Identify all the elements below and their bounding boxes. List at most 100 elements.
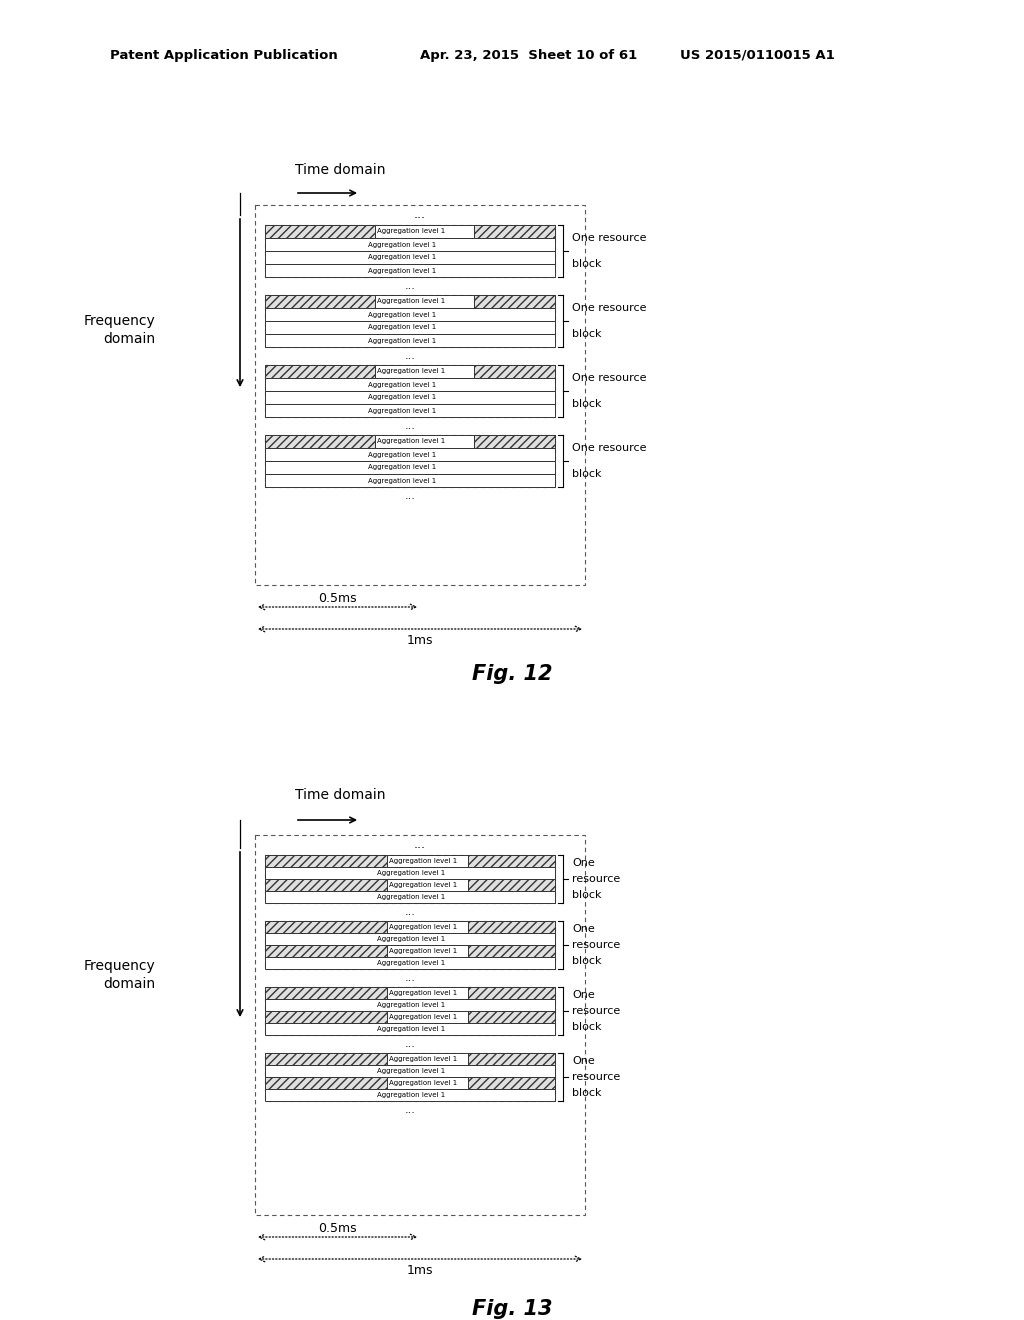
Bar [265,436,375,447]
Text: Apr. 23, 2015  Sheet 10 of 61: Apr. 23, 2015 Sheet 10 of 61 [420,49,637,62]
Bar [255,205,585,585]
Text: Frequency
domain: Frequency domain [83,958,155,991]
Bar [265,447,555,461]
Bar [265,264,555,277]
Text: Aggregation level 1: Aggregation level 1 [369,381,437,388]
Text: 0.5ms: 0.5ms [318,1221,356,1234]
Bar [265,366,375,378]
Bar [468,1053,555,1065]
Bar [468,1011,555,1023]
Text: Time domain: Time domain [295,788,385,803]
Text: Aggregation level 1: Aggregation level 1 [389,948,457,954]
Bar [265,334,555,347]
Text: One: One [572,858,595,869]
Bar [265,224,555,277]
Bar [265,436,555,487]
Bar [265,1053,387,1065]
Text: US 2015/0110015 A1: US 2015/0110015 A1 [680,49,835,62]
Bar [265,921,387,933]
Text: Aggregation level 1: Aggregation level 1 [369,312,437,318]
Text: One resource: One resource [572,444,646,453]
Bar [387,1011,468,1023]
Bar [468,921,555,933]
Text: One: One [572,924,595,935]
Text: block: block [572,469,601,479]
Text: ...: ... [404,281,416,290]
Text: Aggregation level 1: Aggregation level 1 [389,924,457,931]
Bar [265,404,555,417]
Bar [375,436,474,447]
Text: resource: resource [572,1072,621,1082]
Text: ...: ... [404,973,416,983]
Text: resource: resource [572,1006,621,1016]
Bar [265,999,555,1011]
Bar [265,1011,387,1023]
Text: Fig. 13: Fig. 13 [472,1299,552,1319]
Text: Aggregation level 1: Aggregation level 1 [377,1068,445,1074]
Bar [265,945,387,957]
Bar [468,987,555,999]
Bar [265,855,387,867]
Text: Aggregation level 1: Aggregation level 1 [369,465,437,470]
Text: Aggregation level 1: Aggregation level 1 [389,1056,457,1063]
Bar [468,879,555,891]
Bar [265,238,555,251]
Text: Aggregation level 1: Aggregation level 1 [389,1080,457,1086]
Text: Aggregation level 1: Aggregation level 1 [389,882,457,888]
Bar [375,224,474,238]
Text: Aggregation level 1: Aggregation level 1 [369,325,437,330]
Text: block: block [572,1088,601,1098]
Text: Aggregation level 1: Aggregation level 1 [369,338,437,343]
Bar [265,1089,555,1101]
Bar [468,1077,555,1089]
Bar [265,1077,387,1089]
Bar [265,391,555,404]
Bar [265,891,555,903]
Text: Aggregation level 1: Aggregation level 1 [369,408,437,413]
Text: block: block [572,399,601,409]
Text: block: block [572,329,601,339]
Bar [387,1053,468,1065]
Bar [255,836,585,1214]
Bar [265,1065,555,1077]
Bar [265,879,387,891]
Text: Aggregation level 1: Aggregation level 1 [377,1002,445,1008]
Text: block: block [572,1022,601,1032]
Text: Time domain: Time domain [295,162,385,177]
Text: Frequency
domain: Frequency domain [83,314,155,346]
Text: One resource: One resource [572,374,646,383]
Text: Aggregation level 1: Aggregation level 1 [389,858,457,865]
Text: resource: resource [572,874,621,884]
Bar [474,366,555,378]
Bar [474,436,555,447]
Text: block: block [572,259,601,269]
Bar [387,855,468,867]
Text: ...: ... [404,907,416,917]
Text: 0.5ms: 0.5ms [318,591,356,605]
Text: block: block [572,890,601,900]
Bar [375,366,474,378]
Text: Aggregation level 1: Aggregation level 1 [377,870,445,876]
Bar [265,933,555,945]
Text: Aggregation level 1: Aggregation level 1 [377,368,445,375]
Text: Aggregation level 1: Aggregation level 1 [389,1014,457,1020]
Bar [265,251,555,264]
Text: Aggregation level 1: Aggregation level 1 [377,438,445,445]
Bar [474,224,555,238]
Text: ...: ... [404,491,416,502]
Bar [387,1077,468,1089]
Text: Aggregation level 1: Aggregation level 1 [369,255,437,260]
Text: ...: ... [414,838,426,851]
Text: ...: ... [414,209,426,222]
Text: Aggregation level 1: Aggregation level 1 [369,478,437,483]
Bar [375,294,474,308]
Text: Aggregation level 1: Aggregation level 1 [369,242,437,248]
Text: Aggregation level 1: Aggregation level 1 [369,451,437,458]
Text: Aggregation level 1: Aggregation level 1 [377,1092,445,1098]
Bar [265,855,555,903]
Text: One: One [572,990,595,1001]
Bar [265,957,555,969]
Bar [265,1053,555,1101]
Bar [265,294,375,308]
Text: Aggregation level 1: Aggregation level 1 [369,268,437,273]
